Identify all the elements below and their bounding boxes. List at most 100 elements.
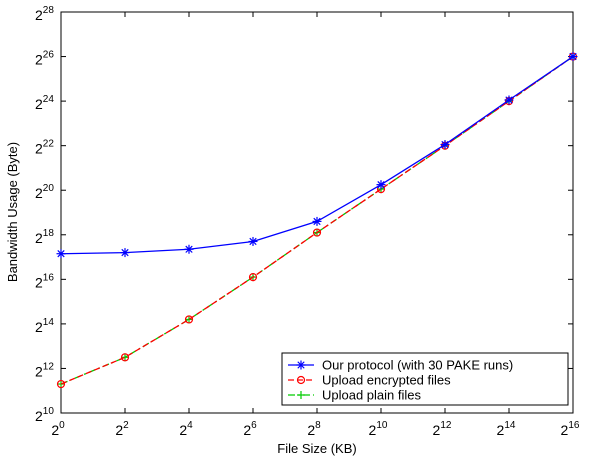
x-tick-label-base: 2 — [307, 422, 315, 438]
data-point — [120, 353, 130, 362]
data-point-d2 — [121, 248, 129, 257]
legend-label: Upload plain files — [322, 388, 422, 403]
y-tick-label: 218 — [35, 228, 54, 246]
legend-box — [281, 352, 569, 406]
y-tick-label-exponent: 12 — [43, 361, 55, 372]
x-tick-label: 28 — [307, 420, 321, 438]
x-tick-label-base: 2 — [115, 422, 123, 438]
x-tick-label-base: 2 — [369, 422, 377, 438]
y-tick-label-exponent: 10 — [43, 406, 55, 417]
legend-label: Upload encrypted files — [322, 373, 451, 388]
data-point-shape — [248, 273, 258, 282]
x-axis-label: File Size (KB) — [277, 441, 356, 456]
x-tick-label-exponent: 10 — [376, 420, 388, 431]
series-layer — [56, 52, 578, 389]
y-tick-label-exponent: 22 — [43, 139, 55, 150]
x-tick-label: 20 — [51, 420, 65, 438]
x-tick-label-exponent: 6 — [251, 420, 257, 431]
y-tick-label-base: 2 — [35, 52, 43, 68]
data-point-d2 — [313, 217, 321, 226]
legend-marker — [296, 375, 306, 385]
series-line — [60, 56, 574, 385]
data-point-shape — [312, 228, 322, 237]
data-point — [184, 244, 194, 254]
data-point — [440, 140, 450, 150]
data-point-d2 — [185, 245, 193, 253]
y-tick-label-base: 2 — [35, 96, 43, 112]
legend-marker — [297, 391, 305, 399]
y-tick-label: 212 — [35, 361, 54, 379]
legend-label: Our protocol (with 30 PAKE runs) — [322, 358, 513, 373]
legend-marker-d2 — [297, 361, 305, 369]
y-tick-label-base: 2 — [35, 363, 43, 379]
data-point — [248, 236, 258, 246]
y-tick-label-base: 2 — [35, 7, 43, 23]
data-point — [376, 180, 386, 190]
x-tick-label-exponent: 2 — [123, 420, 129, 431]
x-tick-label-exponent: 4 — [187, 420, 193, 431]
data-point — [312, 228, 322, 237]
y-tick-label-exponent: 16 — [43, 272, 55, 283]
y-tick-label-exponent: 20 — [43, 183, 55, 194]
data-point-d2 — [569, 52, 577, 61]
y-axis-label: Bandwidth Usage (Byte) — [5, 142, 20, 282]
y-tick-label: 214 — [35, 317, 54, 335]
y-tick-label: 224 — [35, 94, 54, 112]
data-point-shape — [56, 379, 66, 389]
x-tick-label: 216 — [561, 420, 580, 438]
x-tick-label-exponent: 0 — [59, 420, 65, 431]
y-tick-label-exponent: 28 — [43, 5, 55, 16]
x-tick-label: 24 — [179, 420, 193, 438]
data-point-d2 — [249, 237, 257, 246]
y-tick-label-base: 2 — [35, 408, 43, 424]
data-point-shape — [120, 353, 130, 362]
x-axis: 20 22 24 26 28 210 212 214 216 — [51, 12, 580, 438]
x-tick-label-exponent: 8 — [315, 420, 321, 431]
y-tick-label-base: 2 — [35, 319, 43, 335]
data-point-d2 — [57, 250, 65, 258]
data-point-d2 — [441, 140, 449, 149]
y-tick-label: 210 — [35, 406, 54, 424]
y-tick-label: 228 — [35, 5, 54, 23]
data-point-d2 — [505, 96, 513, 104]
x-tick-label-exponent: 14 — [504, 420, 516, 431]
x-tick-label: 210 — [369, 420, 388, 438]
x-tick-label: 26 — [243, 420, 257, 438]
data-point-shape — [184, 315, 194, 324]
data-point — [56, 249, 66, 259]
x-tick-label-base: 2 — [497, 422, 505, 438]
legend: Our protocol (with 30 PAKE runs)Upload e… — [281, 352, 569, 406]
data-point — [120, 248, 130, 258]
data-point — [248, 273, 258, 282]
x-tick-label-base: 2 — [179, 422, 187, 438]
y-tick-label-exponent: 18 — [43, 228, 55, 239]
x-tick-label-base: 2 — [433, 422, 441, 438]
x-tick-label: 212 — [433, 420, 452, 438]
data-point — [121, 353, 129, 362]
legend-marker — [296, 360, 306, 370]
x-tick-label: 22 — [115, 420, 129, 438]
x-tick-label-base: 2 — [561, 422, 569, 438]
legend-marker-shape — [296, 375, 306, 385]
data-point-d2 — [377, 180, 385, 189]
data-point — [312, 216, 322, 226]
data-point — [568, 52, 578, 62]
data-point — [185, 315, 193, 324]
y-tick-label-base: 2 — [35, 141, 43, 157]
x-tick-label-base: 2 — [243, 422, 251, 438]
y-tick-label: 226 — [35, 50, 54, 68]
data-point — [56, 379, 66, 389]
data-point — [184, 315, 194, 324]
x-tick-label-exponent: 16 — [568, 420, 580, 431]
y-tick-label-base: 2 — [35, 274, 43, 290]
x-tick-label-exponent: 12 — [440, 420, 452, 431]
y-tick-label-exponent: 24 — [43, 94, 55, 105]
data-point — [504, 95, 514, 105]
y-tick-label-base: 2 — [35, 230, 43, 246]
y-tick-label-base: 2 — [35, 185, 43, 201]
y-tick-label-exponent: 26 — [43, 50, 55, 61]
x-tick-label: 214 — [497, 420, 516, 438]
y-tick-label: 220 — [35, 183, 54, 201]
